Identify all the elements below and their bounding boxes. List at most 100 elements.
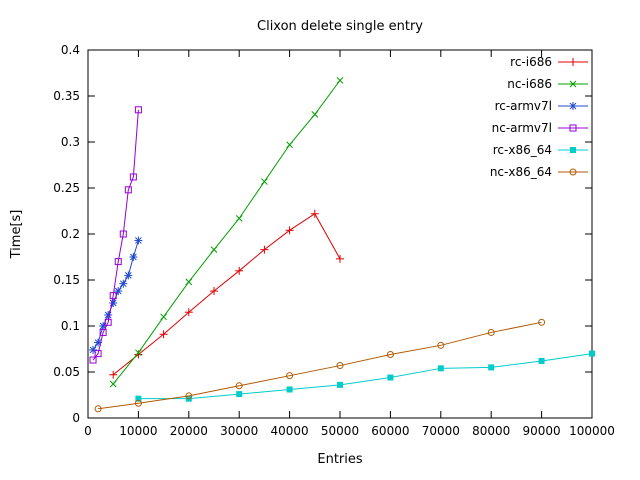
asterisk-marker bbox=[114, 287, 123, 296]
circle-open-marker bbox=[286, 372, 294, 380]
square-filled-marker bbox=[135, 395, 142, 402]
legend-label: nc-armv7l bbox=[492, 121, 552, 135]
legend-item-rc-armv7l: rc-armv7l bbox=[495, 99, 588, 113]
cross-marker bbox=[135, 349, 142, 357]
series-line bbox=[98, 321, 542, 410]
square-open-marker bbox=[94, 350, 102, 358]
legend-item-rc-i686: rc-i686 bbox=[510, 55, 588, 69]
asterisk-marker bbox=[124, 271, 133, 280]
x-tick-label: 50000 bbox=[321, 424, 359, 438]
asterisk-marker bbox=[134, 236, 143, 245]
chart-title: Clixon delete single entry bbox=[257, 19, 423, 34]
y-tick-label: 0.1 bbox=[61, 319, 80, 333]
square-open-marker bbox=[129, 173, 137, 181]
cross-marker bbox=[261, 178, 268, 185]
square-open-marker bbox=[124, 186, 132, 194]
series-group bbox=[89, 77, 595, 413]
asterisk-marker bbox=[109, 299, 118, 307]
square-open-marker bbox=[109, 292, 117, 300]
series-line bbox=[92, 109, 139, 361]
cross-marker bbox=[160, 313, 167, 321]
x-axis-label: Entries bbox=[317, 452, 363, 467]
y-tick-label: 0.05 bbox=[53, 365, 80, 379]
x-tick-label: 20000 bbox=[170, 424, 208, 438]
circle-open-marker bbox=[569, 168, 577, 176]
plus-marker bbox=[210, 287, 218, 296]
square-filled-marker bbox=[589, 350, 595, 357]
cross-marker bbox=[311, 111, 319, 118]
circle-open-marker bbox=[336, 362, 344, 370]
plus-marker bbox=[260, 245, 269, 254]
x-tick-label: 10000 bbox=[119, 424, 157, 438]
series-nc-i686 bbox=[109, 77, 344, 388]
legend: rc-i686 nc-i686 rc-armv7l nc-armv7l rc-x86_6… bbox=[490, 55, 588, 179]
y-tick-label: 0 bbox=[72, 411, 80, 425]
square-open-marker bbox=[119, 230, 127, 238]
square-filled-marker bbox=[387, 374, 394, 381]
plus-marker bbox=[336, 254, 344, 263]
square-open-marker bbox=[99, 328, 107, 336]
legend-item-rc-x86_64: rc-x86_64 bbox=[493, 143, 588, 157]
cross-marker bbox=[235, 215, 243, 222]
y-tick-label: 0.3 bbox=[61, 135, 80, 149]
x-tick-label: 0 bbox=[84, 424, 92, 438]
y-tick-label: 0.4 bbox=[61, 43, 80, 57]
x-tick-label: 40000 bbox=[271, 424, 309, 438]
square-open-marker bbox=[569, 124, 577, 132]
series-rc-i686 bbox=[109, 209, 344, 379]
series-nc-x86_64 bbox=[94, 318, 546, 413]
series-nc-armv7l bbox=[89, 106, 142, 364]
square-open-marker bbox=[114, 258, 122, 266]
x-tick-label: 60000 bbox=[371, 424, 409, 438]
plus-marker bbox=[285, 226, 294, 235]
square-filled-marker bbox=[570, 147, 576, 153]
circle-open-marker bbox=[134, 399, 142, 407]
x-tick-label: 90000 bbox=[523, 424, 561, 438]
plus-marker bbox=[569, 58, 577, 66]
circle-open-marker bbox=[487, 328, 495, 336]
circle-open-marker bbox=[386, 351, 394, 359]
square-filled-marker bbox=[488, 364, 495, 371]
circle-open-marker bbox=[185, 392, 193, 400]
series-line bbox=[112, 80, 341, 385]
square-filled-marker bbox=[337, 381, 343, 388]
legend-item-nc-x86_64: nc-x86_64 bbox=[490, 165, 588, 179]
series-rc-armv7l bbox=[89, 236, 143, 354]
circle-open-marker bbox=[94, 405, 102, 413]
square-filled-marker bbox=[437, 365, 444, 372]
legend-label: rc-i686 bbox=[510, 55, 552, 69]
square-open-marker bbox=[134, 106, 142, 114]
legend-label: nc-i686 bbox=[507, 77, 552, 91]
y-tick-label: 0.25 bbox=[53, 181, 80, 195]
square-filled-marker bbox=[286, 386, 293, 393]
plus-marker bbox=[159, 330, 168, 339]
asterisk-marker bbox=[129, 253, 138, 261]
plus-marker bbox=[310, 209, 319, 218]
square-filled-marker bbox=[236, 391, 243, 398]
plus-marker bbox=[235, 266, 244, 275]
circle-open-marker bbox=[538, 318, 546, 326]
y-tick-label: 0.2 bbox=[61, 227, 80, 241]
asterisk-marker bbox=[104, 310, 113, 319]
y-tick-label: 0.15 bbox=[53, 273, 80, 287]
x-tick-label: 30000 bbox=[220, 424, 258, 438]
x-tick-label: 100000 bbox=[569, 424, 615, 438]
legend-label: rc-x86_64 bbox=[493, 143, 552, 157]
legend-item-nc-armv7l: nc-armv7l bbox=[492, 121, 588, 135]
axes: 0 10000 20000 30000 40000 50000 60000 70000 8000… bbox=[53, 43, 615, 438]
y-tick-label: 0.35 bbox=[53, 89, 80, 103]
asterisk-marker bbox=[89, 345, 98, 354]
series-line bbox=[138, 353, 593, 400]
legend-label: nc-x86_64 bbox=[490, 165, 552, 179]
cross-marker bbox=[185, 278, 193, 286]
asterisk-marker bbox=[569, 102, 577, 110]
square-filled-marker bbox=[538, 357, 545, 364]
x-tick-label: 80000 bbox=[472, 424, 510, 438]
square-open-marker bbox=[89, 356, 97, 364]
legend-item-nc-i686: nc-i686 bbox=[507, 77, 588, 91]
cross-marker bbox=[286, 141, 293, 149]
plus-marker bbox=[184, 308, 193, 317]
